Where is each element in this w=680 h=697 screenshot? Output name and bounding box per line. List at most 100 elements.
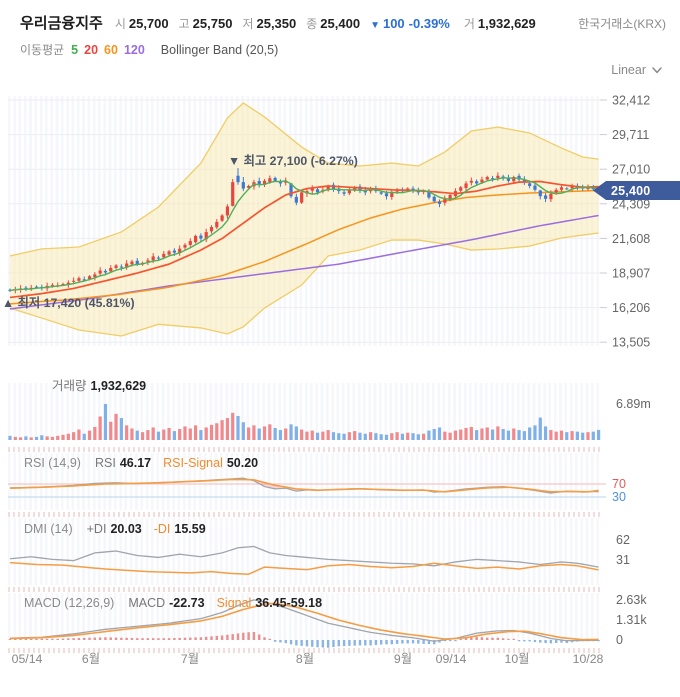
candle-body — [554, 189, 558, 193]
macd-histogram-bar — [486, 637, 489, 640]
volume-bar — [151, 427, 155, 440]
macd-histogram-bar — [56, 638, 59, 640]
volume-bar — [231, 412, 235, 440]
volume-bar — [432, 429, 436, 440]
ma20-period[interactable]: 20 — [84, 43, 99, 57]
volume-bar — [130, 428, 134, 440]
macd-histogram-bar — [475, 636, 478, 640]
volume-bar — [284, 428, 288, 440]
volume-bar — [87, 430, 92, 440]
volume-panel-legend: 거래량 1,932,629 — [52, 375, 158, 394]
macd-line — [9, 599, 599, 642]
volume-axis-label: 6.89m — [616, 397, 651, 411]
macd-histogram-bar — [348, 640, 351, 646]
volume-bar — [77, 429, 81, 440]
volume-bar — [443, 431, 447, 440]
volume-bar — [252, 425, 256, 440]
bollinger-lower-line — [9, 232, 599, 337]
macd-histogram-bar — [406, 640, 409, 644]
volume-bar — [204, 427, 208, 440]
volume-bar — [565, 432, 569, 440]
volume-bar — [384, 434, 389, 440]
macd-histogram-bar — [61, 638, 65, 640]
candle-body — [114, 265, 118, 268]
ma5-period[interactable]: 5 — [71, 43, 79, 57]
indicator-legend: 이동평균 5 20 60 120 Bollinger Band (20,5) — [20, 41, 278, 58]
macd-histogram-bar — [448, 640, 452, 642]
macd-signal-line — [9, 602, 599, 641]
bollinger-legend[interactable]: Bollinger Band (20,5) — [160, 43, 279, 57]
macd-histogram-bar — [88, 637, 91, 640]
volume-bar — [310, 430, 314, 440]
macd-histogram-bar — [417, 640, 420, 644]
candle-body — [103, 270, 108, 273]
macd-histogram-bar — [358, 640, 362, 646]
candle-body — [390, 192, 394, 198]
x-axis-label: 9월 — [394, 652, 412, 666]
macd-histogram-bar — [528, 640, 531, 642]
macd-histogram-bar — [326, 640, 330, 648]
macd-histogram-bar — [167, 638, 171, 640]
x-axis-label: 05/14 — [12, 652, 43, 666]
candle-body — [310, 188, 314, 191]
macd-histogram-bar — [517, 640, 521, 642]
volume-bar — [125, 425, 129, 440]
volume-bar — [24, 436, 28, 440]
macd-histogram-bar — [72, 638, 75, 640]
panel-divider[interactable] — [8, 512, 600, 517]
low-label: 저 — [242, 17, 254, 31]
ma120-period[interactable]: 120 — [123, 43, 145, 57]
volume-bar — [193, 425, 198, 440]
macd-histogram-bar — [242, 632, 245, 640]
candle-body — [257, 180, 261, 185]
macd-histogram-bar — [141, 638, 144, 640]
panel-divider[interactable] — [8, 648, 600, 653]
candle-body — [82, 279, 86, 281]
current-price-badge: 25,400 — [593, 181, 680, 200]
volume-bar — [72, 432, 76, 440]
close-label: 종 — [306, 17, 318, 31]
macd-histogram-bar — [14, 638, 17, 640]
volume-bar — [549, 430, 553, 440]
macd-histogram-bar — [300, 640, 303, 646]
candle-body — [167, 251, 171, 255]
volume-bar — [257, 428, 261, 440]
panel-divider[interactable] — [8, 587, 600, 592]
volume-bar — [156, 431, 161, 440]
macd-histogram-bar — [565, 640, 568, 644]
macd-histogram-bar — [321, 640, 325, 648]
candle-body — [225, 206, 230, 216]
change-value: 100 — [382, 16, 405, 31]
macd-histogram-bar — [427, 640, 431, 645]
volume-bar — [395, 432, 399, 440]
candle-body — [151, 256, 155, 261]
volume-bar — [400, 433, 404, 440]
chart-canvas[interactable]: 32,412 29,711 27,010 24,309 21,608 18,907 16,2… — [0, 88, 680, 670]
macd-histogram-bar — [130, 638, 134, 640]
ma5-line — [9, 177, 599, 292]
panel-divider[interactable] — [8, 447, 600, 452]
candle-body — [496, 175, 500, 178]
candle-body — [480, 179, 484, 183]
macd-histogram-bar — [104, 637, 107, 640]
macd-histogram-bar — [332, 640, 335, 648]
volume-bar — [167, 427, 171, 440]
volume-bar — [300, 429, 304, 440]
dmi-title: DMI (14) — [24, 522, 73, 536]
scale-selector-label: Linear — [611, 63, 646, 77]
macd-histogram-bar — [136, 638, 139, 640]
macd-histogram-bar — [554, 640, 558, 644]
macd-histogram-bar — [279, 640, 282, 643]
scale-selector-dropdown[interactable]: Linear — [611, 63, 662, 77]
candle-body — [220, 215, 224, 221]
ma60-period[interactable]: 60 — [104, 43, 118, 57]
volume-bar — [543, 426, 548, 440]
macd-signal-label: Signal — [216, 596, 252, 610]
close-value: 25,400 — [320, 16, 361, 31]
candle-body — [570, 185, 574, 189]
volume-bar — [8, 435, 12, 440]
x-axis-label: 10/28 — [573, 652, 604, 666]
macd-histogram-bar — [374, 640, 378, 645]
candle-body — [241, 182, 245, 189]
dmi-minus-label: -DI — [153, 522, 171, 536]
